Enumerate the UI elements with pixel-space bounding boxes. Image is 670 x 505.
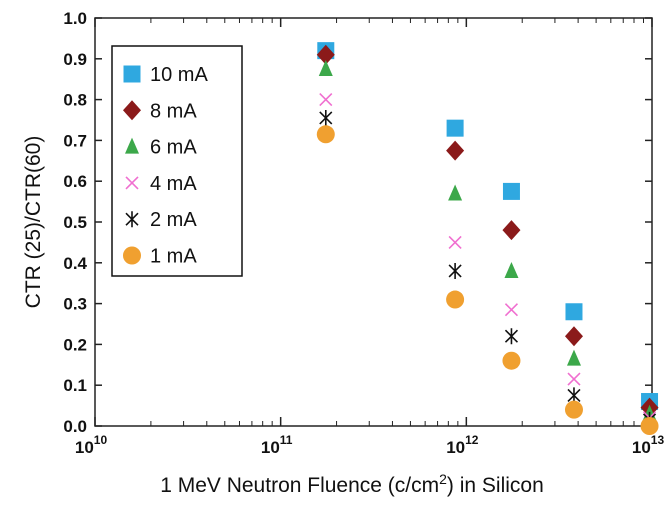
x-tick-label: 1013: [632, 433, 665, 457]
legend-marker: [125, 176, 139, 190]
data-point: [446, 290, 465, 309]
triangle-marker: [504, 261, 519, 278]
x-marker: [567, 372, 581, 386]
x-marker: [125, 176, 139, 190]
series-10-ma: [317, 42, 659, 411]
data-points: [316, 42, 659, 435]
diamond-marker: [564, 326, 583, 347]
data-point: [448, 262, 462, 279]
y-tick-label: 0.4: [63, 254, 87, 273]
circle-marker: [564, 400, 583, 419]
triangle-marker: [318, 60, 333, 76]
data-point: [446, 140, 465, 161]
series-4-ma: [319, 93, 657, 425]
data-point: [318, 60, 333, 76]
series-1-ma: [316, 125, 659, 435]
asterisk-marker: [504, 328, 519, 345]
y-tick-label: 0.9: [63, 50, 87, 69]
square-marker: [446, 119, 464, 137]
legend-label: 1 mA: [150, 246, 197, 268]
asterisk-marker: [125, 211, 139, 228]
triangle-marker: [125, 137, 139, 154]
legend: 10 mA 8 mA 6 mA 4 mA 2 mA 1 mA: [111, 45, 243, 277]
data-point: [316, 125, 335, 144]
data-point: [640, 417, 659, 435]
square-marker: [123, 65, 141, 83]
y-tick-label: 0.5: [63, 213, 87, 232]
data-point: [316, 44, 335, 65]
asterisk-marker: [319, 109, 333, 126]
square-marker: [565, 303, 583, 321]
legend-label: 2 mA: [150, 209, 197, 231]
data-point: [446, 119, 464, 137]
circle-marker: [123, 246, 141, 265]
diamond-marker: [502, 220, 521, 241]
x-marker: [448, 235, 462, 249]
y-axis-ticks: 0.0 0.1 0.2 0.3 0.4 0.5 0.6 0.7 0.8 0.9 1.0: [63, 9, 652, 436]
data-point: [565, 303, 583, 321]
triangle-marker: [448, 184, 463, 201]
x-marker: [319, 93, 333, 107]
legend-marker: [125, 137, 139, 154]
legend-label: 4 mA: [150, 173, 197, 195]
legend-marker: [123, 65, 141, 83]
legend-marker: [123, 246, 141, 265]
circle-marker: [316, 125, 335, 144]
data-point: [319, 93, 333, 107]
data-point: [448, 184, 463, 201]
data-point: [564, 326, 583, 347]
circle-marker: [640, 417, 659, 435]
data-point: [448, 235, 462, 249]
legend-marker: [123, 100, 141, 121]
data-point: [564, 400, 583, 419]
legend-marker: [125, 211, 139, 228]
data-point: [504, 328, 519, 345]
data-point: [566, 349, 581, 366]
y-tick-label: 0.2: [63, 335, 87, 354]
data-point: [567, 372, 581, 386]
circle-marker: [502, 351, 521, 370]
series-6-ma: [318, 60, 657, 421]
diamond-marker: [446, 140, 465, 161]
y-tick-label: 0.0: [63, 417, 87, 436]
x-marker: [504, 303, 519, 317]
legend-label: 8 mA: [150, 100, 197, 122]
y-tick-label: 0.6: [63, 172, 87, 191]
data-point: [502, 220, 521, 241]
x-tick-label: 1010: [75, 433, 108, 457]
diamond-marker: [123, 100, 141, 121]
legend-label: 6 mA: [150, 137, 197, 159]
circle-marker: [446, 290, 465, 309]
x-tick-label: 1012: [446, 433, 479, 457]
data-point: [504, 303, 519, 317]
y-axis-title: CTR (25)/CTR(60): [22, 136, 45, 309]
data-point: [502, 182, 520, 200]
x-axis-ticks: 1010 1011 1012 1013: [75, 18, 665, 457]
data-point: [502, 351, 521, 370]
triangle-marker: [566, 349, 581, 366]
y-tick-label: 0.7: [63, 131, 87, 150]
x-tick-label: 1011: [261, 433, 293, 457]
y-tick-label: 0.8: [63, 91, 87, 110]
data-point: [504, 261, 519, 278]
y-tick-label: 1.0: [63, 9, 87, 28]
x-axis-title: 1 MeV Neutron Fluence (c/cm2) in Silicon: [160, 471, 544, 497]
y-tick-label: 0.1: [63, 376, 87, 395]
series-8-ma: [316, 44, 659, 418]
series-2-ma: [319, 109, 657, 428]
y-tick-label: 0.3: [63, 295, 87, 314]
legend-box: [111, 45, 243, 277]
diamond-marker: [316, 44, 335, 65]
square-marker: [502, 182, 520, 200]
legend-label: 10 mA: [150, 64, 208, 86]
asterisk-marker: [448, 262, 462, 279]
data-point: [319, 109, 333, 126]
